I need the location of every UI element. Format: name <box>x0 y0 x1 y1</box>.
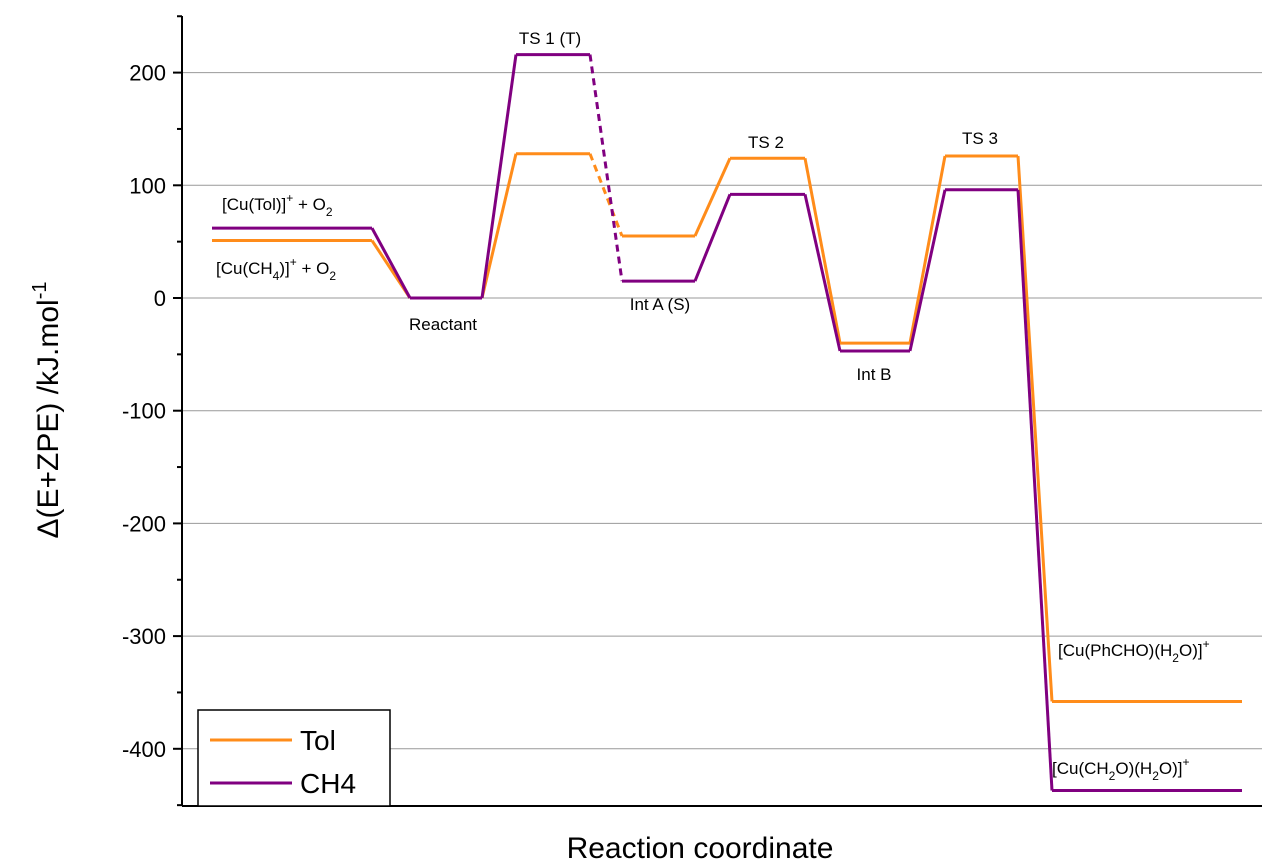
series-tol-connector <box>588 153 624 237</box>
y-tick-label: -400 <box>122 737 166 762</box>
series-ch4-connector <box>1016 189 1054 791</box>
legend: Tol CH4 <box>197 709 391 807</box>
series-tol-connector <box>908 155 947 344</box>
series-tol-connector <box>1016 155 1054 702</box>
label-ts3: TS 3 <box>962 129 998 148</box>
x-axis-title: Reaction coordinate <box>567 832 834 865</box>
y-tick-label: 100 <box>129 173 166 198</box>
y-tick-label: 200 <box>129 61 166 86</box>
legend-label-tol: Tol <box>300 725 336 756</box>
label-ch4-start: [Cu(CH4)]+ + O2 <box>216 255 336 283</box>
series-ch4-connector <box>480 54 518 299</box>
y-axis-title-sup: -1 <box>29 281 51 299</box>
y-axis-title: Δ(E+ZPE) /kJ.mol-1 <box>29 281 65 538</box>
label-tol-start: [Cu(Tol)]+ + O2 <box>222 191 333 219</box>
energy-lines <box>212 53 1242 792</box>
legend-label-ch4: CH4 <box>300 768 356 799</box>
label-tol-end: [Cu(PhCHO)(H2O)]+ <box>1058 637 1210 665</box>
legend-box <box>197 709 391 807</box>
y-tick-label: -100 <box>122 399 166 424</box>
y-tick-label: -200 <box>122 511 166 536</box>
y-axis-title-main: Δ(E+ZPE) /kJ.mol <box>32 299 65 538</box>
label-intA: Int A (S) <box>630 295 690 314</box>
label-intB: Int B <box>857 365 892 384</box>
state-labels: [Cu(Tol)]+ + O2 [Cu(CH4)]+ + O2 Reactant… <box>216 29 1210 783</box>
series-tol-connector <box>480 153 518 299</box>
y-tick-label: 0 <box>154 286 166 311</box>
series-tol-connector <box>803 157 842 344</box>
y-ticks: 200 100 0 -100 -200 -300 -400 <box>122 15 182 807</box>
series-ch4-connector <box>693 193 732 282</box>
series-ch4-connector <box>370 227 412 299</box>
series-ch4-connector <box>803 193 842 352</box>
series-ch4-connector <box>908 189 947 352</box>
label-ts1: TS 1 (T) <box>519 29 581 48</box>
label-reactant: Reactant <box>409 315 477 334</box>
y-tick-label: -300 <box>122 624 166 649</box>
label-ts2: TS 2 <box>748 133 784 152</box>
series-tol-connector <box>693 157 732 237</box>
series-ch4-connector <box>588 54 624 282</box>
label-ch4-end: [Cu(CH2O)(H2O)]+ <box>1052 755 1190 783</box>
